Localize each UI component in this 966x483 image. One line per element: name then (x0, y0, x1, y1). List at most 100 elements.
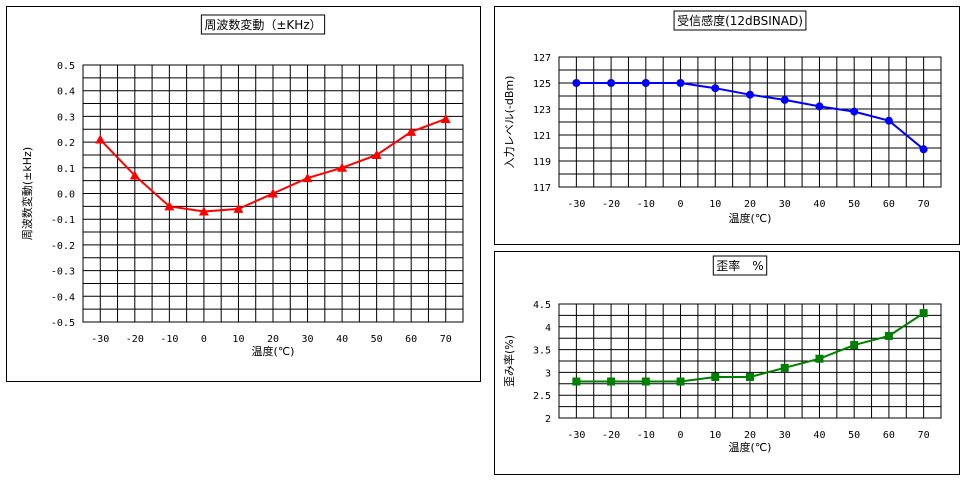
x-tick-label: 10 (709, 430, 721, 441)
data-point-triangle (129, 170, 140, 180)
x-tick-label: -10 (637, 199, 655, 210)
data-point-circle (746, 90, 754, 99)
y-tick-label: 121 (533, 131, 551, 142)
x-tick-label: -30 (567, 199, 585, 210)
x-tick-label: 20 (267, 334, 279, 345)
x-tick-label: -30 (567, 430, 585, 441)
chart-title: 受信感度(12dBSINAD) (677, 13, 803, 28)
data-point-circle (780, 95, 789, 104)
y-tick-label: 2 (545, 414, 551, 425)
sensitivity-chart-panel: 受信感度(12dBSINAD) 127 125 123 121 119 117 -30 -20 -… (494, 6, 960, 245)
data-point-square (746, 372, 754, 381)
x-tick-label: 40 (813, 199, 825, 210)
x-tick-label: 40 (813, 430, 825, 441)
y-tick-label: 0.0 (57, 190, 75, 201)
y-tick-label: -0.5 (51, 318, 75, 329)
x-tick-label: -20 (126, 334, 144, 345)
x-tick-label: 60 (883, 430, 895, 441)
x-tick-label: 60 (883, 199, 895, 210)
x-tick-label: 50 (848, 430, 860, 441)
data-point-square (607, 377, 616, 386)
data-point-triangle (95, 134, 106, 144)
data-point-square (884, 331, 893, 340)
x-tick-label: -10 (637, 430, 655, 441)
data-point-square (780, 363, 789, 372)
y-tick-label: 0.4 (57, 87, 75, 98)
y-axis-label: 周波数変動(±kHz) (20, 147, 34, 240)
data-point-circle (850, 107, 859, 116)
data-point-square (572, 377, 581, 386)
y-axis-label: 歪み率(%) (502, 335, 516, 387)
data-point-circle (572, 79, 581, 87)
y-tick-label: 0.5 (57, 61, 75, 72)
x-tick-label: 50 (848, 199, 860, 210)
y-tick-label: 4 (545, 323, 551, 334)
x-tick-label: 40 (336, 334, 348, 345)
data-point-triangle (198, 206, 209, 216)
y-tick-label: 2.5 (533, 391, 551, 402)
y-tick-label: 125 (533, 79, 551, 90)
sensitivity-chart: 受信感度(12dBSINAD) 127 125 123 121 119 117 -30 -20 -… (503, 10, 942, 225)
data-point-square (850, 341, 859, 350)
data-point-triangle (233, 203, 244, 213)
y-tick-label: -0.3 (51, 267, 75, 278)
distortion-chart: 歪率 % 4.5 4 3.5 3 2.5 2 -30 -20 -10 0 10 20 30 40 50 60 70… (502, 255, 942, 454)
data-point-square (711, 372, 720, 381)
x-tick-label: 70 (918, 199, 930, 210)
y-tick-label: 117 (533, 183, 551, 194)
data-point-square (676, 377, 685, 386)
chart-title-box (712, 255, 768, 276)
y-tick-label: 123 (533, 105, 551, 116)
chart-title: 周波数変動（±KHz） (204, 17, 321, 32)
data-point-triangle (337, 162, 348, 172)
y-tick-label: -0.2 (51, 241, 75, 252)
freq-chart: 周波数変動（±KHz） 0.5 0.4 0.3 0.2 0.1 0.0 -0.1 -0.2 -0.… (20, 14, 464, 358)
x-tick-label: 50 (371, 334, 383, 345)
x-tick-label: 70 (918, 430, 930, 441)
data-point-square (815, 354, 824, 363)
y-axis-label: 入力レベル(-dBm) (503, 76, 516, 169)
x-axis-label: 温度(℃) (252, 344, 295, 358)
x-tick-label: 20 (744, 199, 756, 210)
data-point-circle (607, 79, 616, 87)
y-tick-label: 4.5 (533, 300, 551, 311)
x-tick-label: 0 (201, 334, 207, 345)
x-axis-label: 温度(℃) (729, 211, 772, 225)
data-point-circle (815, 102, 824, 111)
data-point-circle (919, 145, 928, 154)
freq-chart-panel: 周波数変動（±KHz） 0.5 0.4 0.3 0.2 0.1 0.0 -0.1 -0.2 -0.… (6, 6, 481, 382)
chart-title-box (673, 10, 807, 31)
data-point-triangle (164, 201, 175, 211)
data-point-circle (711, 84, 720, 93)
data-point-triangle (440, 113, 451, 123)
x-tick-label: -30 (91, 334, 109, 345)
x-tick-label: 20 (744, 430, 756, 441)
chart-title-box (200, 14, 326, 35)
x-tick-label: 10 (232, 334, 244, 345)
x-tick-label: -20 (602, 430, 620, 441)
y-tick-label: 0.1 (57, 164, 75, 175)
data-point-triangle (302, 173, 313, 183)
data-point-circle (641, 79, 650, 87)
x-tick-label: 30 (779, 199, 791, 210)
chart-title: 歪率 % (716, 258, 763, 273)
x-tick-label: 70 (440, 334, 452, 345)
x-tick-label: -10 (160, 334, 178, 345)
x-tick-label: 60 (405, 334, 417, 345)
data-point-circle (884, 116, 893, 125)
y-tick-label: -0.4 (51, 292, 75, 303)
distortion-chart-panel: 歪率 % 4.5 4 3.5 3 2.5 2 -30 -20 -10 0 10 20 30 40 50 60 70… (494, 251, 960, 475)
data-point-triangle (268, 188, 278, 198)
y-tick-label: 0.3 (57, 112, 75, 123)
x-tick-label: 30 (779, 430, 791, 441)
data-point-triangle (406, 126, 417, 136)
x-tick-label: 10 (709, 199, 721, 210)
x-tick-label: -20 (602, 199, 620, 210)
x-tick-label: 0 (678, 430, 684, 441)
data-point-circle (676, 79, 685, 87)
y-tick-label: 127 (533, 53, 551, 64)
data-point-square (641, 377, 650, 386)
data-point-triangle (371, 149, 382, 159)
y-tick-label: 3 (545, 368, 551, 379)
data-point-square (919, 309, 928, 318)
